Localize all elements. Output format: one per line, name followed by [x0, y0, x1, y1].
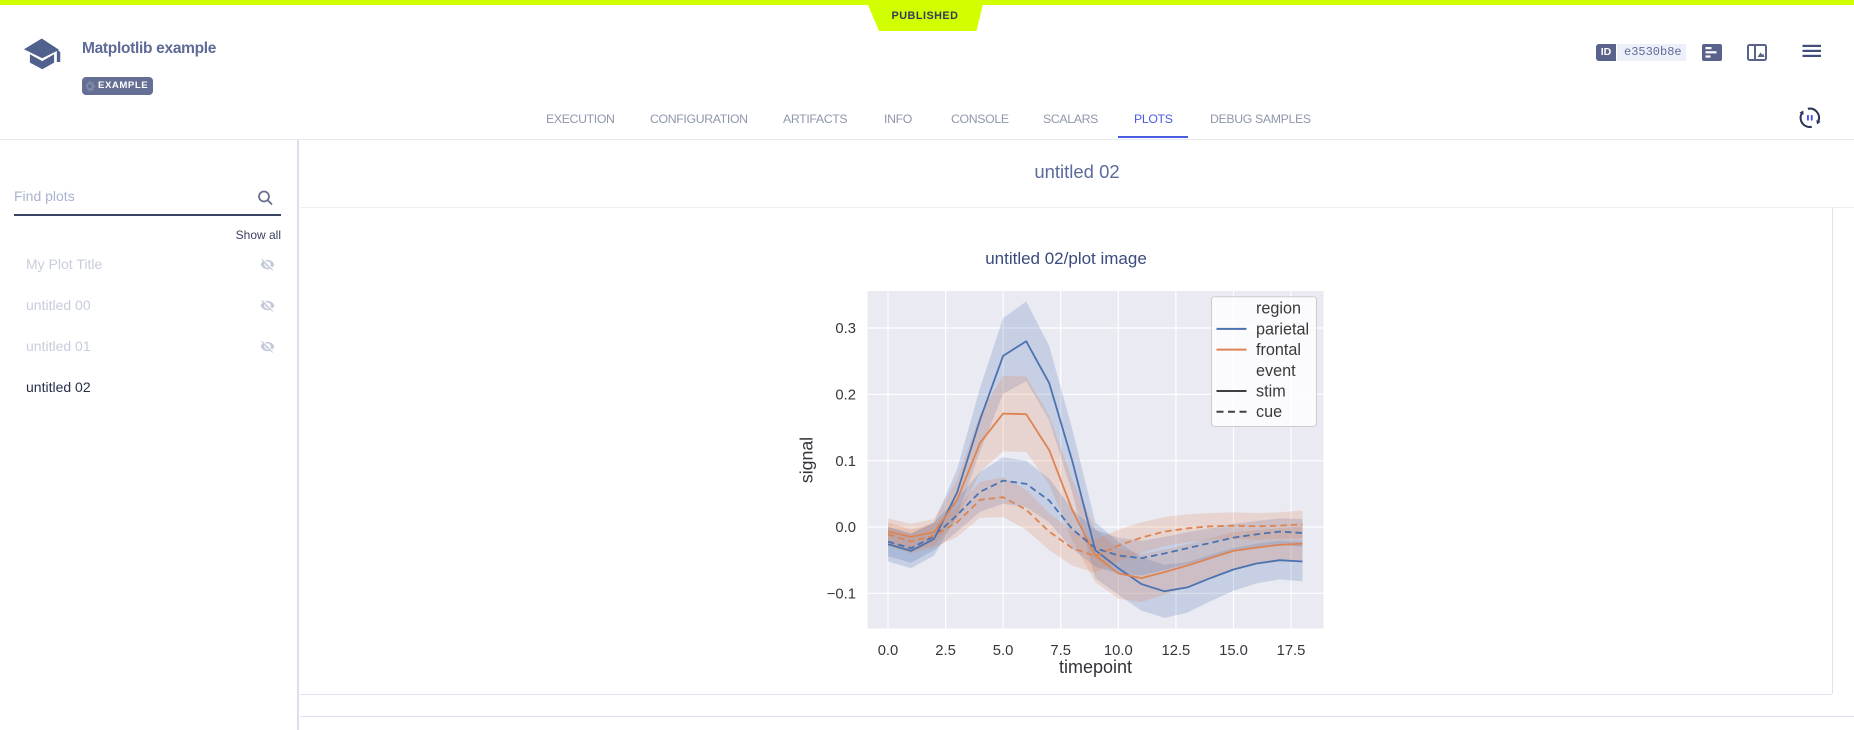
- svg-text:12.5: 12.5: [1161, 643, 1190, 659]
- svg-text:0.3: 0.3: [835, 321, 856, 337]
- svg-text:parietal: parietal: [1256, 320, 1309, 338]
- svg-text:signal: signal: [797, 437, 817, 483]
- svg-text:10.0: 10.0: [1104, 643, 1133, 659]
- svg-text:5.0: 5.0: [993, 643, 1014, 659]
- svg-text:stim: stim: [1256, 383, 1286, 401]
- svg-text:15.0: 15.0: [1219, 643, 1248, 659]
- svg-text:0.0: 0.0: [878, 643, 899, 659]
- svg-text:frontal: frontal: [1256, 341, 1301, 359]
- svg-text:0.1: 0.1: [835, 454, 856, 470]
- svg-text:0.0: 0.0: [835, 520, 856, 536]
- svg-text:17.5: 17.5: [1277, 643, 1306, 659]
- svg-text:cue: cue: [1256, 403, 1282, 421]
- svg-text:2.5: 2.5: [935, 643, 956, 659]
- svg-text:7.5: 7.5: [1050, 643, 1071, 659]
- svg-text:timepoint: timepoint: [1059, 657, 1132, 677]
- svg-text:event: event: [1256, 362, 1296, 380]
- svg-text:−0.1: −0.1: [827, 587, 856, 603]
- svg-text:0.2: 0.2: [835, 388, 856, 404]
- svg-text:region: region: [1256, 300, 1301, 318]
